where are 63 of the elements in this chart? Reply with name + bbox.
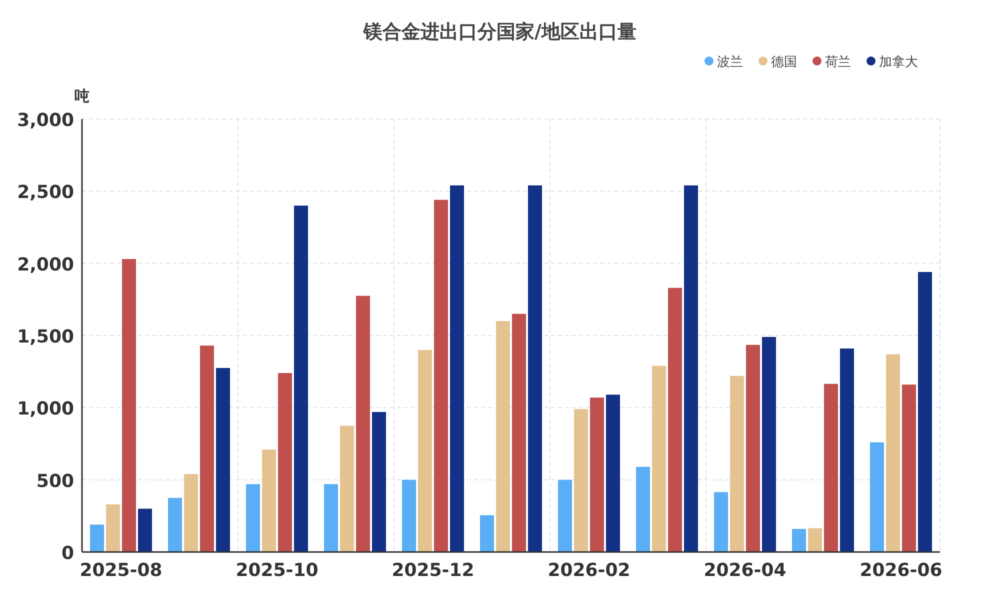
bar <box>200 346 214 552</box>
bar <box>902 384 916 552</box>
y-tick-label: 1,000 <box>17 398 74 420</box>
bar <box>870 442 884 552</box>
bar <box>496 321 510 552</box>
bar <box>512 314 526 552</box>
bar <box>294 206 308 552</box>
bar <box>184 474 198 552</box>
legend-label: 荷兰 <box>825 55 851 70</box>
bar <box>340 426 354 552</box>
bar <box>792 528 806 552</box>
legend-label: 波兰 <box>717 55 743 70</box>
legend-label: 德国 <box>771 55 797 70</box>
x-tick-label: 2026-06 <box>860 560 942 581</box>
bar <box>574 409 588 552</box>
bar <box>450 185 464 552</box>
bar <box>480 515 494 552</box>
y-tick-label: 3,000 <box>17 110 74 131</box>
bar <box>714 492 728 552</box>
bar <box>106 504 120 552</box>
y-tick-label: 2,500 <box>17 182 74 204</box>
bar <box>590 398 604 552</box>
bar <box>402 480 416 552</box>
x-tick-label: 2025-12 <box>392 560 474 581</box>
bar <box>746 344 760 552</box>
y-tick-label: 2,000 <box>17 254 74 276</box>
bar <box>122 259 136 552</box>
y-tick-label: 0 <box>61 543 74 564</box>
legend-label: 加拿大 <box>879 55 918 70</box>
bar <box>730 376 744 552</box>
bar <box>762 336 776 552</box>
bar <box>418 350 432 552</box>
x-tick-label: 2026-04 <box>704 560 786 581</box>
bar <box>356 296 370 552</box>
bar <box>808 528 822 552</box>
x-tick-label: 2026-02 <box>548 560 630 581</box>
y-tick-label: 1,500 <box>17 326 74 348</box>
bar <box>558 480 572 552</box>
bar <box>216 368 230 552</box>
bar <box>668 288 682 552</box>
bar <box>636 466 650 552</box>
bar <box>886 354 900 552</box>
bar <box>324 484 338 552</box>
bar <box>246 484 260 552</box>
bar <box>278 373 292 552</box>
bar <box>90 524 104 552</box>
bar <box>684 185 698 552</box>
chart-title: 镁合金进出口分国家/地区出口量 <box>362 21 636 43</box>
bar <box>434 200 448 552</box>
bar <box>606 394 620 552</box>
bar <box>528 185 542 552</box>
bar <box>918 272 932 552</box>
bar <box>840 348 854 552</box>
x-tick-label: 2025-08 <box>80 560 162 581</box>
bar <box>372 412 386 552</box>
bar <box>138 508 152 552</box>
bar <box>262 450 276 552</box>
bar <box>824 384 838 552</box>
bar <box>652 366 666 552</box>
y-tick-label: 500 <box>36 470 74 492</box>
x-tick-label: 2025-10 <box>236 560 318 581</box>
bar <box>168 498 182 552</box>
y-axis-title: 吨 <box>74 87 90 105</box>
